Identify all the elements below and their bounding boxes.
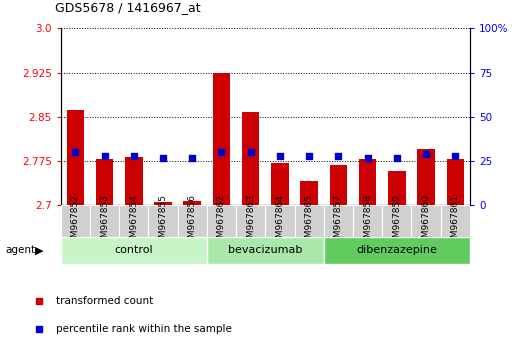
- Point: [217, 149, 225, 155]
- Bar: [90, 205, 119, 237]
- Bar: [271, 164, 289, 205]
- Bar: [329, 165, 347, 205]
- Text: GSM967852: GSM967852: [71, 194, 80, 249]
- Bar: [295, 205, 324, 237]
- Bar: [207, 205, 236, 237]
- Bar: [207, 237, 324, 264]
- Text: GSM967857: GSM967857: [334, 194, 343, 249]
- Point: [451, 153, 459, 159]
- Bar: [265, 205, 295, 237]
- Bar: [324, 205, 353, 237]
- Text: transformed count: transformed count: [56, 296, 153, 306]
- Point: [334, 153, 343, 159]
- Text: GSM967855: GSM967855: [158, 194, 167, 249]
- Bar: [447, 159, 464, 205]
- Point: [305, 153, 314, 159]
- Bar: [242, 112, 259, 205]
- Bar: [148, 205, 177, 237]
- Bar: [177, 205, 207, 237]
- Point: [71, 149, 80, 155]
- Text: control: control: [115, 245, 153, 256]
- Point: [393, 155, 401, 160]
- Bar: [184, 201, 201, 205]
- Point: [129, 153, 138, 159]
- Text: bevacizumab: bevacizumab: [228, 245, 303, 256]
- Bar: [154, 202, 172, 205]
- Bar: [119, 205, 148, 237]
- Bar: [382, 205, 411, 237]
- Point: [159, 155, 167, 160]
- Text: ▶: ▶: [35, 245, 44, 256]
- Bar: [353, 205, 382, 237]
- Text: GSM967864: GSM967864: [276, 194, 285, 249]
- Point: [188, 155, 196, 160]
- Text: GSM967854: GSM967854: [129, 194, 138, 249]
- Bar: [67, 110, 84, 205]
- Bar: [61, 205, 90, 237]
- Point: [247, 149, 255, 155]
- Text: GSM967853: GSM967853: [100, 194, 109, 249]
- Bar: [61, 237, 207, 264]
- Bar: [96, 159, 114, 205]
- Text: GSM967863: GSM967863: [246, 194, 255, 249]
- Bar: [324, 237, 470, 264]
- Bar: [441, 205, 470, 237]
- Point: [100, 153, 109, 159]
- Bar: [300, 181, 318, 205]
- Bar: [417, 149, 435, 205]
- Point: [422, 151, 430, 157]
- Text: GSM967858: GSM967858: [363, 194, 372, 249]
- Bar: [388, 171, 406, 205]
- Text: GSM967861: GSM967861: [451, 194, 460, 249]
- Point: [276, 153, 284, 159]
- Bar: [125, 157, 143, 205]
- Point: [363, 155, 372, 160]
- Text: GDS5678 / 1416967_at: GDS5678 / 1416967_at: [55, 1, 201, 14]
- Bar: [213, 73, 230, 205]
- Text: GSM967865: GSM967865: [305, 194, 314, 249]
- Text: dibenzazepine: dibenzazepine: [356, 245, 437, 256]
- Text: GSM967862: GSM967862: [217, 194, 226, 249]
- Text: GSM967860: GSM967860: [421, 194, 430, 249]
- Bar: [359, 159, 376, 205]
- Text: percentile rank within the sample: percentile rank within the sample: [56, 324, 232, 334]
- Text: agent: agent: [5, 245, 35, 256]
- Text: GSM967859: GSM967859: [392, 194, 401, 249]
- Bar: [411, 205, 441, 237]
- Bar: [236, 205, 266, 237]
- Text: GSM967856: GSM967856: [188, 194, 197, 249]
